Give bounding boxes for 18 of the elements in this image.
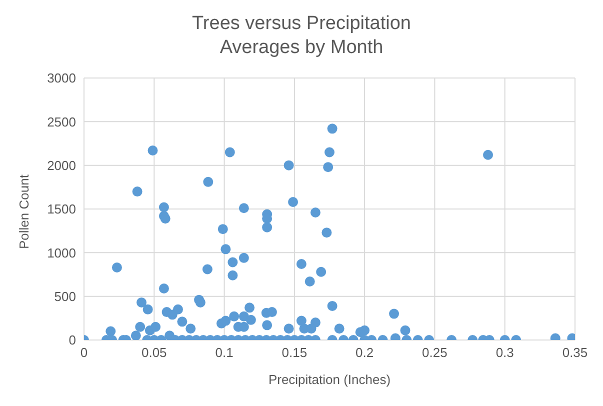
y-tick-label: 3000 [47, 70, 76, 86]
x-tick-label: 0.1 [215, 345, 234, 360]
x-tick-label: 0.2 [356, 345, 374, 360]
y-tick-label: 500 [54, 288, 76, 304]
x-tick-label: 0.3 [496, 345, 514, 360]
x-axis-title: Precipitation (Inches) [268, 372, 391, 387]
y-tick-label: 1500 [47, 202, 76, 217]
x-tick-label: 0.05 [141, 345, 167, 360]
x-tick-label: 0 [80, 345, 88, 360]
y-tick-label: 0 [68, 332, 76, 348]
x-tick-label: 0.15 [282, 345, 308, 360]
y-axis-title: Pollen Count [16, 174, 32, 249]
x-tick-label: 0.35 [562, 345, 588, 360]
y-tick-label: 2000 [47, 158, 76, 173]
y-tick-label: 1000 [47, 245, 76, 260]
chart-title: Trees versus Precipitation Averages by Month [191, 12, 412, 60]
y-tick-label: 2500 [47, 114, 76, 130]
x-tick-label: 0.25 [422, 345, 448, 360]
